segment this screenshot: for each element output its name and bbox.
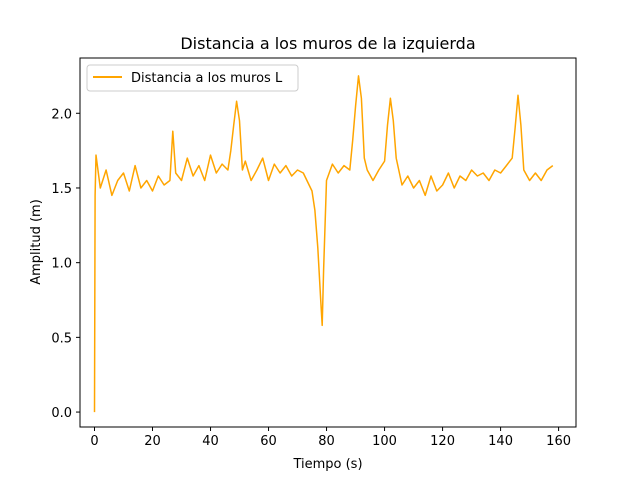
x-tick-label: 20: [144, 434, 161, 449]
y-tick-label: 0.5: [51, 331, 72, 346]
y-tick-label: 1.0: [51, 257, 72, 272]
plot-frame: [79, 57, 577, 428]
x-tick-label: 140: [488, 434, 513, 449]
y-tick-label: 0.0: [51, 406, 72, 421]
legend-box: [86, 64, 299, 92]
x-axis: 0 20 40 60 80 100 120 140 160: [90, 427, 571, 449]
x-tick-label: 120: [430, 434, 455, 449]
legend: Distancia a los muros L: [86, 64, 299, 92]
x-tick-label: 60: [260, 434, 277, 449]
y-axis-label: Amplitud (m): [29, 199, 44, 285]
x-axis-label: Tiempo (s): [292, 457, 362, 472]
legend-label: Distancia a los muros L: [131, 71, 283, 86]
x-tick-label: 80: [318, 434, 335, 449]
series-line-0: [93, 75, 554, 413]
y-axis: 0.0 0.5 1.0 1.5 2.0: [51, 107, 80, 421]
x-tick-label: 160: [546, 434, 571, 449]
data-layer: [93, 75, 554, 413]
y-tick-label: 1.5: [51, 182, 72, 197]
x-tick-label: 100: [372, 434, 397, 449]
y-tick-label: 2.0: [51, 107, 72, 122]
chart-title: Distancia a los muros de la izquierda: [180, 34, 475, 53]
x-tick-label: 40: [202, 434, 219, 449]
x-tick-label: 0: [90, 434, 98, 449]
